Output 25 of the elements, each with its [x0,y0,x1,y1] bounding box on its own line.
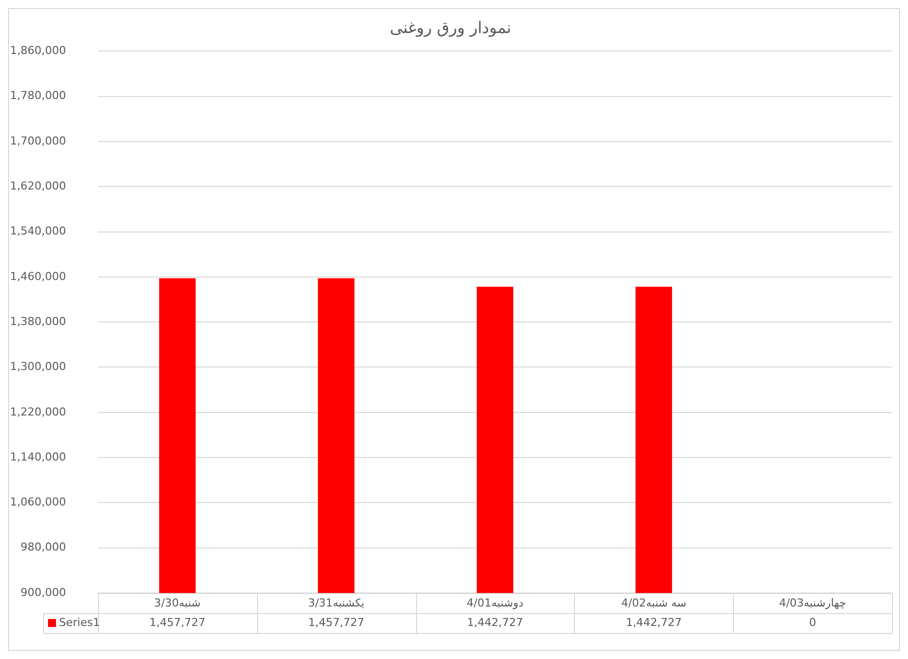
data-label: 1,442,727 [626,616,682,629]
y-tick-label: 1,060,000 [10,496,66,509]
y-tick-label: 1,620,000 [10,180,66,193]
y-tick-label: 900,000 [20,586,66,599]
data-label: 1,457,727 [149,616,206,629]
text: 0 [809,616,816,629]
y-tick-label: 1,860,000 [10,44,66,58]
y-tick-label: 1,700,000 [10,134,66,148]
legend-label: Series1 [59,616,100,629]
y-tick-label: 1,540,000 [10,224,66,238]
x-tick-label: یکشنبه3/31 [308,596,364,610]
x-tick-label: دوشنبه4/01 [466,596,524,610]
data-label: 1,457,727 [308,616,364,629]
y-tick-label: 1,780,000 [10,89,66,102]
y-tick-label: 980,000 [20,540,66,554]
y-tick-label: 1,380,000 [10,314,66,328]
y-tick-label: 1,300,000 [10,360,66,374]
y-tick-label: 1,140,000 [10,450,66,464]
x-tick-label: شنبه3/30 [154,596,201,610]
chart-title: نمودار ورق روغنی [390,18,512,37]
x-tick-label: چهارشنبه4/03 [779,596,846,610]
data-label: 1,442,727 [467,616,523,629]
x-tick-label: سه شنبه4/02 [621,596,686,610]
y-tick-label: 1,220,000 [10,405,66,418]
y-tick-label: 1,460,000 [10,270,66,283]
